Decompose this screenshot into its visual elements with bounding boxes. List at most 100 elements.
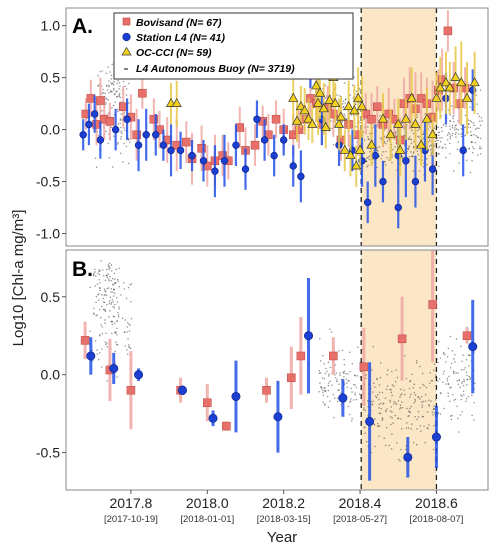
buoy-point [455, 128, 458, 130]
data-point [402, 157, 410, 165]
buoy-point [428, 404, 430, 406]
buoy-point [352, 97, 354, 99]
buoy-point [472, 152, 474, 154]
buoy-point [94, 268, 96, 271]
buoy-point [471, 394, 473, 397]
buoy-point [465, 400, 467, 402]
buoy-point [436, 358, 438, 360]
buoy-point [353, 374, 356, 376]
buoy-point [423, 130, 425, 133]
buoy-point [95, 301, 97, 304]
buoy-point [437, 412, 439, 414]
buoy-point [110, 126, 113, 129]
buoy-point [433, 405, 435, 407]
buoy-point [407, 138, 410, 140]
buoy-point [421, 372, 424, 375]
buoy-point [99, 333, 101, 336]
buoy-point [470, 121, 473, 123]
buoy-point [118, 82, 121, 84]
buoy-point [109, 276, 111, 278]
buoy-point [107, 99, 109, 101]
buoy-point [127, 353, 129, 355]
buoy-point [384, 160, 386, 163]
buoy-point [347, 373, 349, 375]
buoy-point [467, 126, 469, 128]
buoy-point [384, 164, 387, 166]
buoy-point [101, 70, 103, 72]
buoy-point [428, 399, 430, 401]
buoy-point [378, 155, 381, 158]
buoy-point [383, 402, 385, 404]
buoy-point [108, 85, 110, 88]
buoy-point [356, 90, 358, 93]
buoy-point [99, 308, 101, 311]
buoy-point [454, 127, 456, 129]
data-point [385, 129, 396, 139]
buoy-point [421, 401, 423, 403]
data-point [295, 101, 306, 111]
data-point [324, 94, 335, 104]
buoy-point [117, 108, 119, 111]
buoy-point [422, 166, 425, 168]
buoy-point [113, 282, 116, 285]
data-point [294, 125, 304, 134]
data-point [306, 94, 315, 103]
buoy-point [440, 115, 442, 117]
buoy-point [425, 386, 428, 389]
data-point [304, 331, 314, 341]
buoy-point [323, 387, 325, 389]
buoy-point [122, 161, 124, 163]
data-point [443, 26, 453, 36]
buoy-point [382, 418, 384, 420]
buoy-point [421, 415, 423, 418]
buoy-point [479, 147, 481, 150]
buoy-point [408, 147, 410, 149]
data-point [459, 146, 467, 155]
buoy-point [320, 386, 323, 389]
buoy-point [394, 414, 396, 417]
buoy-point [413, 442, 415, 444]
buoy-point [449, 125, 451, 127]
buoy-point [406, 151, 408, 153]
data-point [353, 92, 364, 102]
buoy-point [124, 129, 126, 131]
buoy-point [453, 371, 455, 373]
buoy-point [379, 137, 382, 139]
data-point [468, 342, 478, 352]
buoy-point [428, 145, 431, 147]
buoy-point [104, 279, 107, 282]
data-point [338, 393, 348, 403]
buoy-point [458, 379, 460, 382]
buoy-point [480, 147, 482, 150]
buoy-point [130, 283, 133, 285]
buoy-point [409, 411, 412, 414]
buoy-point [99, 289, 101, 292]
buoy-point [451, 134, 453, 137]
buoy-point [337, 397, 339, 400]
buoy-point [406, 407, 408, 410]
buoy-point [379, 425, 381, 427]
buoy-point [395, 131, 397, 133]
buoy-point [441, 137, 443, 139]
buoy-point [478, 115, 480, 118]
data-point [371, 151, 380, 160]
buoy-point [125, 297, 128, 300]
buoy-point [322, 401, 324, 403]
buoy-point [327, 390, 330, 392]
buoy-point [111, 63, 113, 66]
data-point [250, 140, 260, 150]
buoy-point [410, 393, 412, 396]
buoy-point [385, 388, 388, 391]
buoy-point [370, 451, 372, 454]
data-point [395, 144, 406, 154]
buoy-point [458, 133, 460, 135]
buoy-point [116, 297, 118, 299]
buoy-point [330, 331, 333, 333]
buoy-point [116, 320, 118, 322]
buoy-point [438, 340, 440, 343]
data-point [435, 82, 446, 92]
buoy-point [117, 96, 119, 98]
data-point [349, 105, 360, 115]
buoy-point [468, 375, 470, 378]
buoy-point [401, 428, 403, 430]
